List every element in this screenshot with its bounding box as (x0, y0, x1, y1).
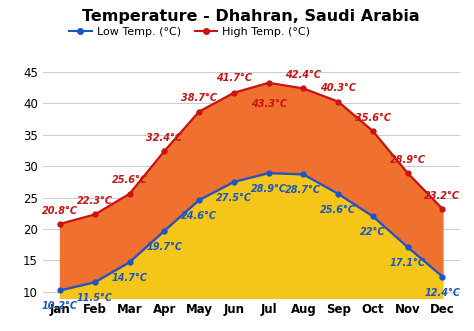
Text: 25.6°C: 25.6°C (320, 205, 356, 215)
Text: 17.1°C: 17.1°C (390, 258, 426, 268)
Low Temp. (°C) (162, 229, 167, 233)
Low Temp. (°C) (196, 198, 202, 202)
High Temp. (°C) (196, 110, 202, 114)
High Temp. (°C) (57, 222, 63, 226)
Text: 19.7°C: 19.7°C (146, 242, 182, 252)
Low Temp. (°C) (57, 288, 63, 292)
Text: 28.9°C: 28.9°C (251, 184, 287, 194)
Text: 27.5°C: 27.5°C (216, 193, 252, 203)
Low Temp. (°C) (231, 180, 237, 184)
High Temp. (°C) (370, 129, 376, 133)
High Temp. (°C) (335, 100, 341, 104)
Text: 28.9°C: 28.9°C (390, 155, 426, 165)
High Temp. (°C) (439, 207, 445, 211)
Line: Low Temp. (°C): Low Temp. (°C) (58, 171, 445, 293)
High Temp. (°C) (405, 171, 410, 175)
Text: 14.7°C: 14.7°C (111, 273, 147, 283)
Low Temp. (°C) (301, 172, 306, 176)
Low Temp. (°C) (405, 245, 410, 249)
Title: Temperature - Dhahran, Saudi Arabia: Temperature - Dhahran, Saudi Arabia (82, 9, 420, 24)
Text: 42.4°C: 42.4°C (285, 70, 321, 80)
Text: 23.2°C: 23.2°C (424, 191, 460, 201)
Legend: Low Temp. (°C), High Temp. (°C): Low Temp. (°C), High Temp. (°C) (65, 22, 315, 41)
High Temp. (°C) (231, 91, 237, 95)
Text: 12.4°C: 12.4°C (424, 288, 460, 298)
Text: 32.4°C: 32.4°C (146, 133, 182, 143)
High Temp. (°C) (127, 192, 132, 196)
Text: 38.7°C: 38.7°C (181, 93, 217, 103)
Text: 22.3°C: 22.3°C (77, 196, 113, 206)
High Temp. (°C) (92, 213, 98, 216)
Text: 25.6°C: 25.6°C (111, 175, 147, 185)
Text: 20.8°C: 20.8°C (42, 206, 78, 215)
Text: 40.3°C: 40.3°C (320, 83, 356, 93)
Text: 22°C: 22°C (360, 227, 386, 237)
Low Temp. (°C) (92, 280, 98, 284)
Text: 11.5°C: 11.5°C (77, 293, 113, 303)
Text: 43.3°C: 43.3°C (251, 99, 287, 110)
Low Temp. (°C) (335, 192, 341, 196)
Low Temp. (°C) (370, 214, 376, 218)
Text: 28.7°C: 28.7°C (285, 185, 321, 196)
Low Temp. (°C) (266, 171, 272, 175)
High Temp. (°C) (162, 149, 167, 153)
Text: 10.2°C: 10.2°C (42, 302, 78, 311)
High Temp. (°C) (266, 81, 272, 85)
Low Temp. (°C) (439, 275, 445, 279)
Line: High Temp. (°C): High Temp. (°C) (58, 80, 445, 226)
Low Temp. (°C) (127, 260, 132, 264)
Text: 35.6°C: 35.6°C (355, 113, 391, 123)
High Temp. (°C) (301, 86, 306, 90)
Text: 41.7°C: 41.7°C (216, 73, 252, 83)
Text: 24.6°C: 24.6°C (181, 211, 217, 221)
